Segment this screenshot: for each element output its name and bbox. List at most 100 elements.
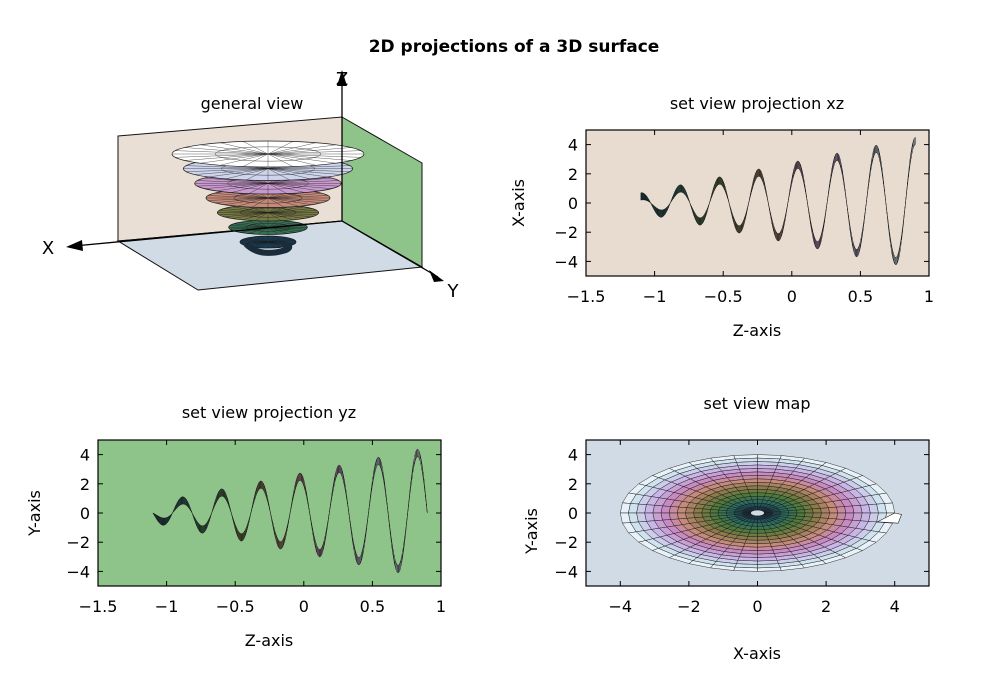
surface-mesh-line [267, 165, 350, 169]
surface-mesh-line [267, 222, 296, 228]
xtick-label: 0 [299, 597, 309, 616]
surface-mesh-line [267, 180, 339, 184]
x-axis-name: X [42, 238, 54, 259]
surface-facet [288, 512, 291, 519]
surface-facet [744, 482, 758, 487]
xtick-label: −2 [677, 597, 701, 616]
surface-mesh-line [254, 212, 269, 221]
surface-mesh-line [225, 168, 269, 180]
surface-mesh-line [232, 212, 269, 219]
surface-mesh-line [233, 223, 269, 228]
surface-mesh-line [267, 142, 317, 155]
surface-mesh-line [260, 241, 269, 248]
xz-title: set view projection xz [670, 94, 844, 113]
ytick-label: 4 [568, 446, 578, 465]
surface-facet [812, 512, 822, 518]
surface-mesh-line [267, 212, 312, 218]
surface-facet [677, 512, 687, 520]
ytick-label: 4 [568, 136, 578, 155]
surface-mesh-line [246, 168, 269, 181]
surface-mesh-line [267, 212, 294, 221]
surface-mesh-line [240, 240, 269, 243]
xtick-label: 0.5 [848, 287, 873, 306]
surface-mesh-line [216, 183, 269, 192]
panel-projection-xz: set view projection xz −1.5 −1 −0.5 0 0.5 1 4 2… [509, 94, 934, 340]
surface-mesh-line [267, 197, 285, 208]
map-ylabel: Y-axis [522, 508, 541, 555]
ytick-label: 4 [80, 446, 90, 465]
surface-facet [836, 506, 847, 514]
surface-facet [757, 536, 769, 541]
surface-facet [668, 506, 679, 514]
surface-mesh-line [267, 144, 336, 155]
surface-facet [725, 510, 735, 514]
main-title: 2D projections of a 3D surface [369, 37, 660, 57]
surface-facet [845, 195, 847, 204]
surface-mesh-line [267, 212, 304, 219]
surface-mesh-line [219, 212, 269, 215]
surface-facet [709, 509, 719, 514]
surface-mesh-line [267, 240, 296, 243]
surface-mesh-line [267, 168, 311, 180]
surface-mesh-line [219, 142, 269, 155]
surface-facet [757, 495, 765, 501]
xtick-label: 1 [436, 597, 446, 616]
ytick-label: 2 [568, 165, 578, 184]
xtick-label: −1 [155, 597, 179, 616]
map-ticks: −4 −2 0 2 4 4 2 0 −2 −4 [554, 440, 929, 616]
surface-mesh-line [267, 208, 312, 213]
surface-mesh-line [267, 227, 296, 233]
surface-facet [757, 539, 771, 544]
surface-mesh-line [267, 236, 276, 243]
yz-ylabel: Y-axis [25, 490, 44, 537]
surface-facet [746, 485, 758, 490]
surface-mesh-line [267, 206, 304, 213]
surface-mesh-line [267, 183, 305, 193]
xz-ticks: −1.5 −1 −0.5 0 0.5 1 4 2 0 −2 −4 [554, 130, 934, 306]
xz-ylabel: X-axis [509, 179, 528, 227]
surface-mesh-line [267, 241, 276, 248]
surface-mesh-line [186, 165, 269, 169]
surface-mesh-line [246, 223, 290, 232]
surface-mesh-line [267, 153, 361, 158]
ytick-label: 2 [568, 475, 578, 494]
y-axis-arrow [429, 270, 444, 282]
surface-mesh-line [267, 183, 339, 187]
surface-mesh-line [175, 150, 269, 155]
xz-plot-area [586, 130, 929, 276]
surface-mesh-line [267, 168, 350, 172]
ytick-label: 0 [568, 194, 578, 213]
surface-facet [844, 505, 855, 514]
surface-mesh-line [243, 141, 269, 155]
surface-mesh-line [267, 197, 328, 201]
surface-mesh-line [236, 197, 269, 207]
surface-facet [757, 482, 771, 487]
surface-facet [763, 512, 773, 515]
surface-mesh-line [267, 183, 332, 189]
surface-mesh-line [267, 236, 283, 243]
surface-facet [708, 202, 710, 207]
xtick-label: 1 [924, 287, 934, 306]
surface-mesh-line [267, 168, 328, 178]
surface-facet [693, 508, 703, 514]
xtick-label: −4 [609, 597, 633, 616]
surface-facet [746, 536, 758, 541]
surface-mesh-line [194, 168, 269, 175]
ytick-label: 2 [80, 475, 90, 494]
surface-facet [788, 512, 798, 517]
surface-mesh-line [197, 180, 269, 184]
surface-facet [757, 485, 769, 490]
surface-mesh-line [267, 147, 352, 155]
ytick-label: −4 [66, 562, 90, 581]
ytick-label: −2 [66, 533, 90, 552]
surface-facet [717, 509, 727, 514]
surface-facet [844, 512, 855, 521]
surface-mesh-line [267, 153, 352, 161]
x-axis-arrow [66, 240, 83, 251]
surface-mesh-line [200, 153, 269, 164]
surface-facet [747, 532, 758, 537]
surface-mesh-line [267, 210, 317, 213]
xtick-label: −0.5 [704, 287, 743, 306]
surface-mesh-line [248, 220, 269, 228]
xz-xlabel: Z-axis [733, 321, 782, 340]
